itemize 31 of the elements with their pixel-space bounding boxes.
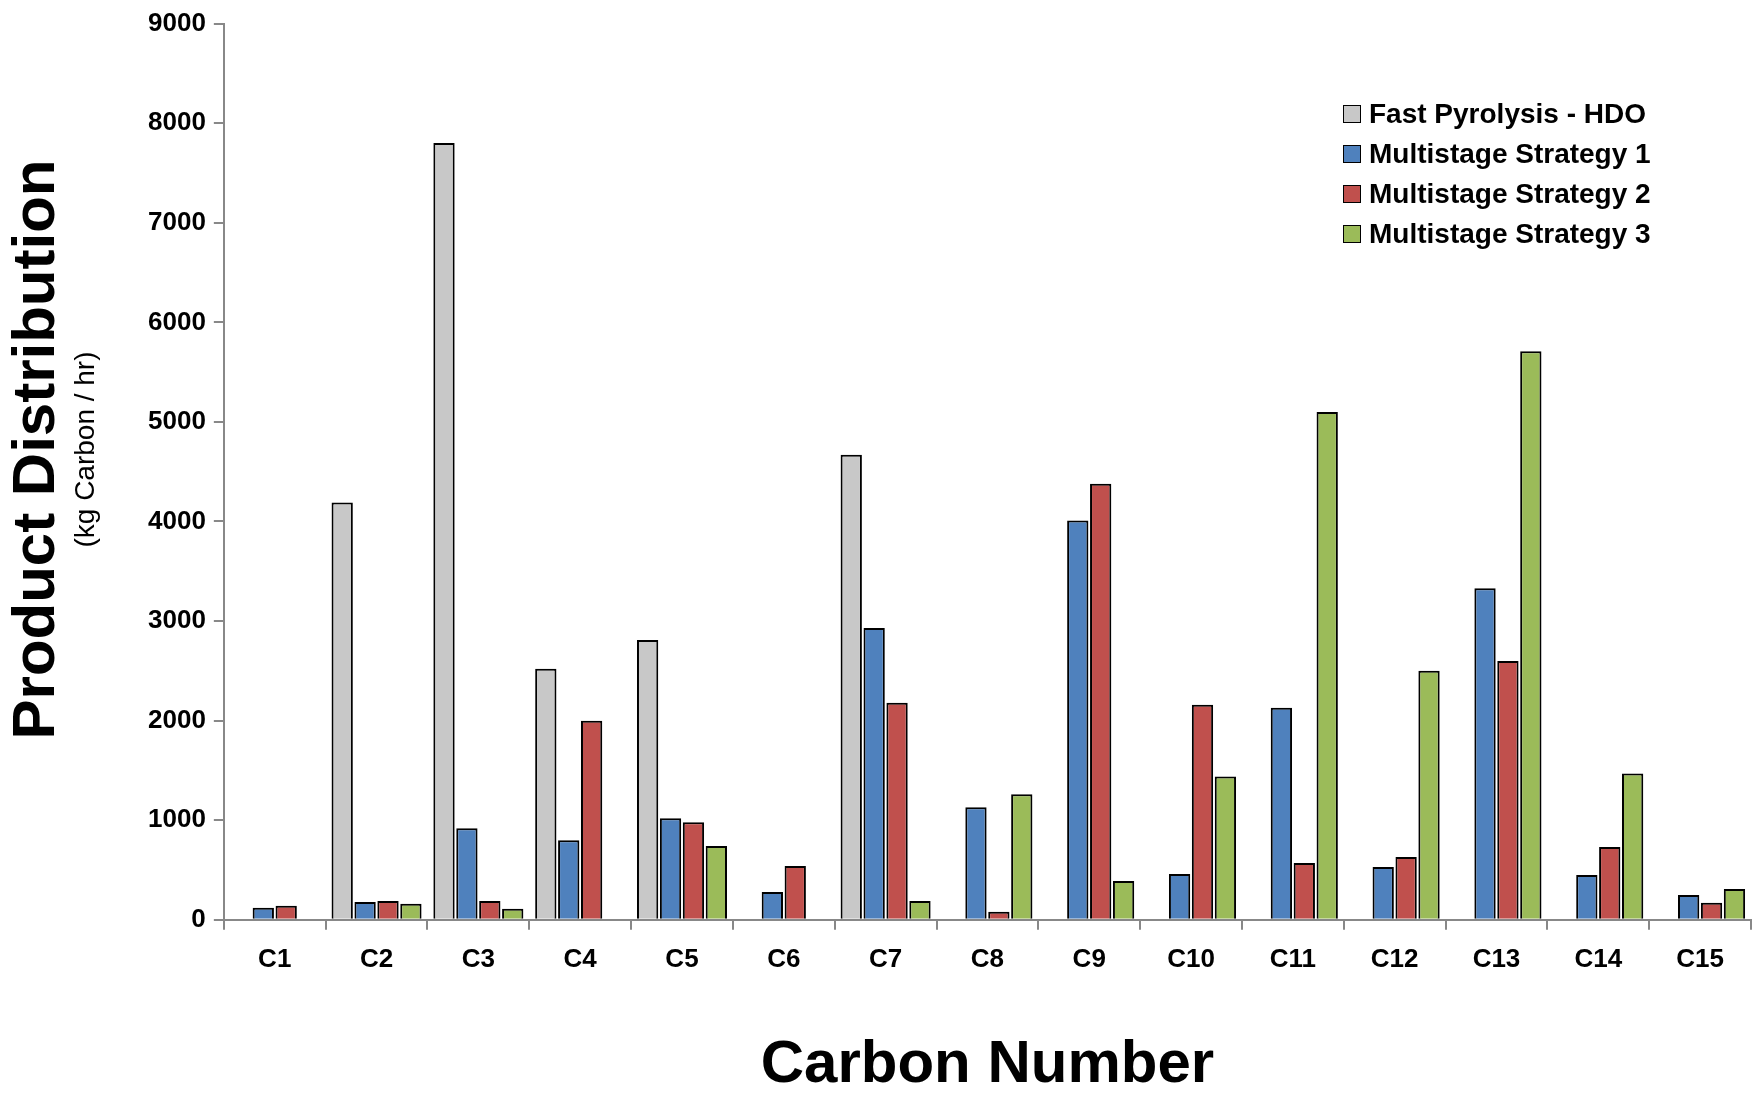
x-tick-label: C2 xyxy=(359,942,394,973)
x-tick-label: C8 xyxy=(970,942,1005,973)
x-tick-label: C13 xyxy=(1472,942,1521,973)
y-tick-label: 9000 xyxy=(148,6,206,37)
x-tick-label: C7 xyxy=(868,942,903,973)
x-tick-label: C3 xyxy=(461,942,495,973)
x-tick-label: C12 xyxy=(1370,942,1419,973)
y-tick-label: 0 xyxy=(191,902,206,933)
x-tick-label: C14 xyxy=(1574,942,1623,973)
y-tick-label: 7000 xyxy=(148,205,206,236)
legend-label: Fast Pyrolysis - HDO xyxy=(1369,97,1646,130)
y-tick-label: 3000 xyxy=(148,604,206,635)
x-tick-label: C6 xyxy=(767,942,801,973)
x-tick-label: C5 xyxy=(665,942,699,973)
x-tick-label: C15 xyxy=(1676,942,1724,973)
y-tick-label: 1000 xyxy=(148,803,206,834)
x-tick-label: C9 xyxy=(1072,942,1106,973)
x-tick-label: C10 xyxy=(1167,942,1215,973)
y-tick-label: 8000 xyxy=(148,106,206,137)
x-tick-label: C11 xyxy=(1269,942,1316,973)
y-tick-label: 6000 xyxy=(148,305,206,336)
y-tick-label: 4000 xyxy=(148,504,206,535)
x-tick-label: C4 xyxy=(563,942,598,973)
legend-label: Multistage Strategy 3 xyxy=(1369,217,1651,250)
y-tick-label: 2000 xyxy=(148,703,206,734)
legend-label: Multistage Strategy 2 xyxy=(1369,177,1651,210)
y-tick-label: 5000 xyxy=(148,405,206,436)
y-axis-title: Product Distribution (kg Carbon / hr) xyxy=(0,158,101,742)
legend-label: Multistage Strategy 1 xyxy=(1369,137,1651,170)
x-tick-label: C1 xyxy=(258,942,292,973)
x-axis-title: Carbon Number xyxy=(760,1027,1215,1095)
